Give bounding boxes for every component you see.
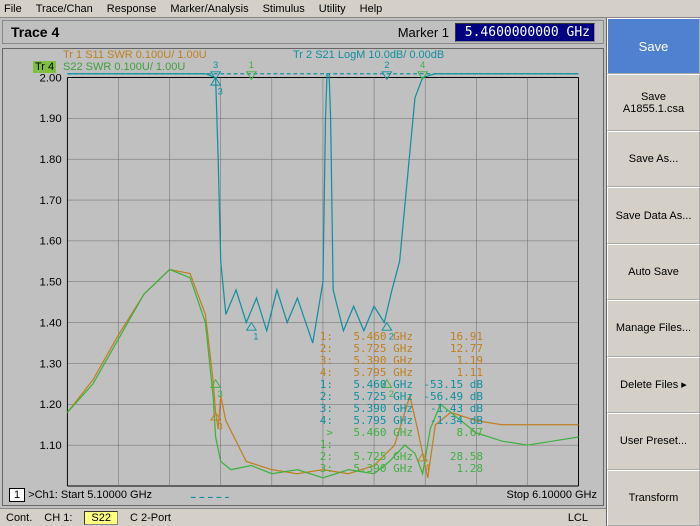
status-port: C 2-Port <box>130 512 171 524</box>
softkey-8[interactable]: Transform <box>607 470 700 526</box>
left-pane: Trace 4 Marker 1 Tr 1 S11 SWR 0.100U/ 1.… <box>0 18 606 526</box>
svg-text:4: 4 <box>420 60 425 71</box>
main-area: Trace 4 Marker 1 Tr 1 S11 SWR 0.100U/ 1.… <box>0 18 700 526</box>
marker-title: Marker 1 <box>398 25 449 40</box>
menu-markeranalysis[interactable]: Marker/Analysis <box>170 3 248 15</box>
softkey-6[interactable]: Delete Files ▸ <box>607 357 700 413</box>
svg-text:1.40: 1.40 <box>40 317 62 329</box>
menu-response[interactable]: Response <box>107 3 157 15</box>
menu-stimulus[interactable]: Stimulus <box>263 3 305 15</box>
marker-row: 3:5.390 GHz1.28 <box>309 463 483 475</box>
start-freq: >Ch1: Start 5.10000 GHz <box>28 489 152 501</box>
softkey-2[interactable]: Save As... <box>607 131 700 187</box>
softkey-7[interactable]: User Preset... <box>607 413 700 469</box>
ch-box: 1 <box>9 488 25 502</box>
svg-text:2.00: 2.00 <box>40 72 62 84</box>
svg-text:1.10: 1.10 <box>40 440 62 452</box>
svg-text:1.50: 1.50 <box>40 277 62 289</box>
status-lcl: LCL <box>568 512 588 524</box>
svg-text:1: 1 <box>253 332 258 343</box>
svg-text:1.30: 1.30 <box>40 358 62 370</box>
marker-row: > 1:5.460 GHz8.67 <box>309 427 483 451</box>
menu-utility[interactable]: Utility <box>319 3 346 15</box>
svg-text:3: 3 <box>213 60 218 71</box>
softkey-4[interactable]: Auto Save <box>607 244 700 300</box>
axis-bottom: 1 >Ch1: Start 5.10000 GHz Stop 6.10000 G… <box>9 489 597 501</box>
svg-text:3: 3 <box>218 389 223 400</box>
status-cont: Cont. <box>6 512 32 524</box>
svg-text:1.70: 1.70 <box>40 195 62 207</box>
marker-table: 1:5.460 GHz16.912:5.725 GHz12.773:5.390 … <box>309 331 483 475</box>
status-ch: CH 1: <box>44 512 72 524</box>
trace-title: Trace 4 <box>11 24 398 40</box>
svg-text:2: 2 <box>384 60 389 71</box>
status-s22[interactable]: S22 <box>84 511 118 525</box>
svg-text:1.20: 1.20 <box>40 399 62 411</box>
softkey-5[interactable]: Manage Files... <box>607 300 700 356</box>
svg-text:1.90: 1.90 <box>40 113 62 125</box>
menu-file[interactable]: File <box>4 3 22 15</box>
stop-freq: Stop 6.10000 GHz <box>506 489 597 501</box>
menubar: File Trace/Chan Response Marker/Analysis Sti… <box>0 0 700 18</box>
menu-help[interactable]: Help <box>360 3 383 15</box>
svg-text:1: 1 <box>249 60 254 71</box>
plot-area: Tr 1 S11 SWR 0.100U/ 1.00U Tr 2 S21 LogM… <box>2 48 604 506</box>
softkey-0[interactable]: Save <box>607 18 700 74</box>
marker-value-input[interactable] <box>455 23 595 42</box>
title-bar: Trace 4 Marker 1 <box>2 20 604 44</box>
app-window: File Trace/Chan Response Marker/Analysis Sti… <box>0 0 700 526</box>
svg-text:1.80: 1.80 <box>40 154 62 166</box>
softkey-3[interactable]: Save Data As... <box>607 187 700 243</box>
svg-text:3: 3 <box>218 422 223 433</box>
softkey-1[interactable]: Save A1855.1.csa <box>607 74 700 130</box>
chart-svg: 2.00 1.90 1.80 1.70 1.60 1.50 1.40 1.30 1.20 1.10… <box>3 49 603 505</box>
status-bar: Cont. CH 1: S22 C 2-Port LCL <box>0 508 606 526</box>
svg-text:3: 3 <box>218 87 223 98</box>
softkey-panel: SaveSave A1855.1.csaSave As...Save Data … <box>606 18 700 526</box>
menu-tracechan[interactable]: Trace/Chan <box>36 3 93 15</box>
svg-text:1.60: 1.60 <box>40 236 62 248</box>
